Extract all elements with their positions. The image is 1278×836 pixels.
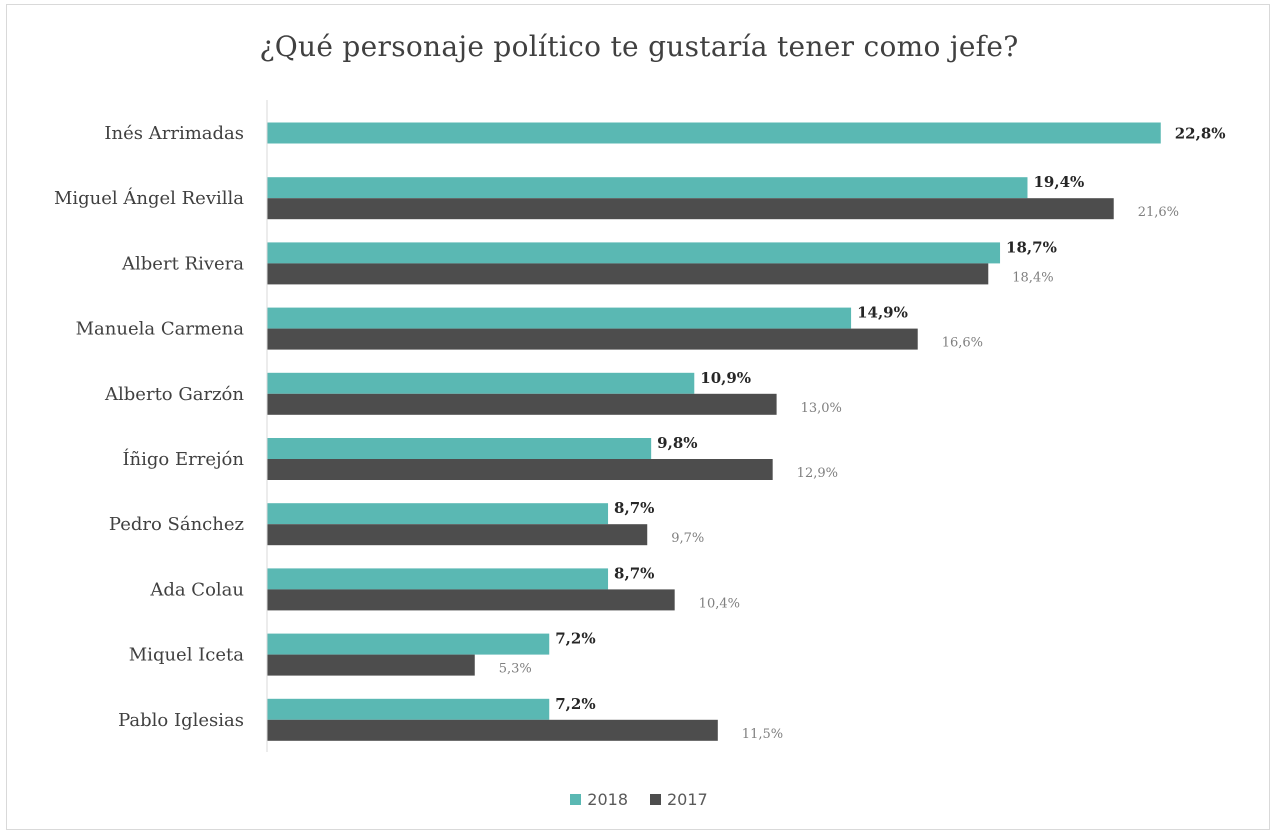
bar-2017-miquel-iceta <box>267 654 475 676</box>
bar-2017-manuela-carmena <box>267 328 918 350</box>
data-label-2017: 21,6% <box>1138 205 1179 220</box>
category-label: Pedro Sánchez <box>109 514 244 535</box>
category-label: Ada Colau <box>149 579 244 600</box>
category-label: Íñigo Errejón <box>122 447 244 470</box>
bar-2018-ines-arrimadas <box>267 122 1161 144</box>
bar-2017-pablo-iglesias <box>267 719 718 741</box>
bar-2018-inigo-errejon <box>267 438 652 459</box>
legend-label-2018: 2018 <box>587 790 628 809</box>
category-label: Alberto Garzón <box>104 384 244 405</box>
bar-2018-alberto-garzon <box>267 372 695 394</box>
data-label-2017: 18,4% <box>1012 270 1053 285</box>
bar-2018-ada-colau <box>267 568 609 590</box>
data-label-2017: 10,4% <box>699 596 740 611</box>
bar-2018-miquel-iceta <box>267 633 550 655</box>
legend-label-2017: 2017 <box>667 790 708 809</box>
legend: 2018 2017 <box>0 790 1278 809</box>
data-label-2018: 14,9% <box>857 304 908 322</box>
data-label-2017: 16,6% <box>942 336 983 351</box>
chart-title: ¿Qué personaje político te gustaría tene… <box>259 30 1019 63</box>
bar-2017-miguel-angel-revilla <box>267 198 1114 220</box>
data-label-2017: 13,0% <box>801 401 842 416</box>
category-label: Inés Arrimadas <box>104 123 244 144</box>
category-label: Miquel Iceta <box>129 645 245 666</box>
legend-item-2018: 2018 <box>570 790 628 809</box>
category-label: Albert Rivera <box>121 253 244 274</box>
legend-swatch-2017 <box>650 794 661 805</box>
data-label-2018: 7,2% <box>555 630 595 648</box>
data-label-2018: 9,8% <box>657 434 697 452</box>
legend-item-2017: 2017 <box>650 790 708 809</box>
data-label-2018: 8,7% <box>614 499 654 517</box>
category-label: Manuela Carmena <box>76 319 245 340</box>
bar-2017-ada-colau <box>267 589 675 611</box>
bar-2018-manuela-carmena <box>267 307 852 329</box>
bar-2018-pedro-sanchez <box>267 503 609 525</box>
bar-2017-pedro-sanchez <box>267 524 648 546</box>
category-label: Pablo Iglesias <box>118 710 244 731</box>
bar-2018-pablo-iglesias <box>267 698 550 720</box>
data-label-2018: 7,2% <box>555 695 595 713</box>
category-label: Miguel Ángel Revilla <box>54 186 244 209</box>
legend-swatch-2018 <box>570 794 582 805</box>
data-label-2018: 10,9% <box>700 369 751 387</box>
data-label-2017: 9,7% <box>671 531 704 546</box>
data-label-2018: 8,7% <box>614 564 654 582</box>
bar-2017-albert-rivera <box>267 263 989 285</box>
bar-2017-alberto-garzon <box>267 393 777 415</box>
data-label-2018: 22,8% <box>1175 125 1226 143</box>
data-label-2017: 12,9% <box>797 466 838 481</box>
data-label-2017: 11,5% <box>742 727 783 742</box>
bar-2017-inigo-errejon <box>267 459 773 480</box>
bar-2018-albert-rivera <box>267 242 1001 264</box>
bar-2018-miguel-angel-revilla <box>267 177 1028 199</box>
data-label-2017: 5,3% <box>499 662 532 677</box>
data-label-2018: 19,4% <box>1033 173 1084 191</box>
data-label-2018: 18,7% <box>1006 238 1057 256</box>
